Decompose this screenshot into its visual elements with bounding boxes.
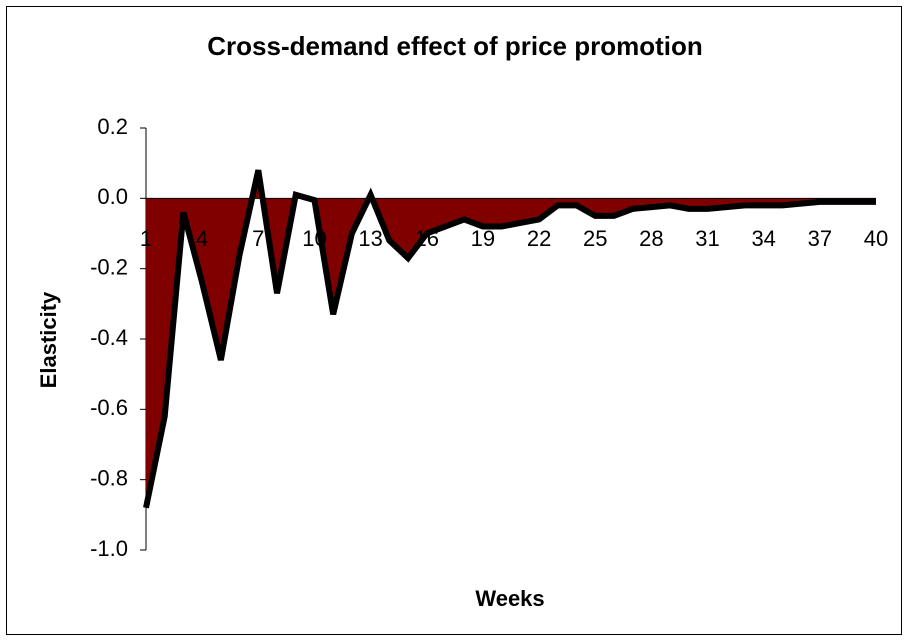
x-tick-label: 22: [527, 226, 551, 251]
y-axis-label: Elasticity: [36, 291, 61, 388]
x-tick-label: 16: [415, 226, 439, 251]
x-tick-label: 40: [864, 226, 888, 251]
y-tick-label: 0.2: [97, 114, 128, 139]
x-tick-label: 10: [302, 226, 326, 251]
y-tick-label: -0.8: [90, 465, 128, 490]
x-tick-label: 34: [751, 226, 775, 251]
area: [146, 170, 876, 508]
chart-title: Cross-demand effect of price promotion: [207, 31, 703, 61]
y-tick-label: -0.4: [90, 325, 128, 350]
x-tick-label: 37: [808, 226, 832, 251]
y-tick-label: -1.0: [90, 536, 128, 561]
y-tick-label: -0.2: [90, 254, 128, 279]
y-tick-label: -0.6: [90, 395, 128, 420]
x-tick-label: 7: [252, 226, 264, 251]
line: [143, 169, 876, 509]
x-tick-label: 19: [471, 226, 495, 251]
x-tick-label: 4: [196, 226, 208, 251]
x-tick-label: 28: [639, 226, 663, 251]
x-axis-label: Weeks: [475, 586, 544, 611]
x-tick-label: 31: [695, 226, 719, 251]
x-tick-label: 1: [140, 226, 152, 251]
chart-frame: [6, 6, 902, 635]
x-tick-label: 25: [583, 226, 607, 251]
x-tick-label: 13: [358, 226, 382, 251]
y-tick-label: 0.0: [97, 184, 128, 209]
